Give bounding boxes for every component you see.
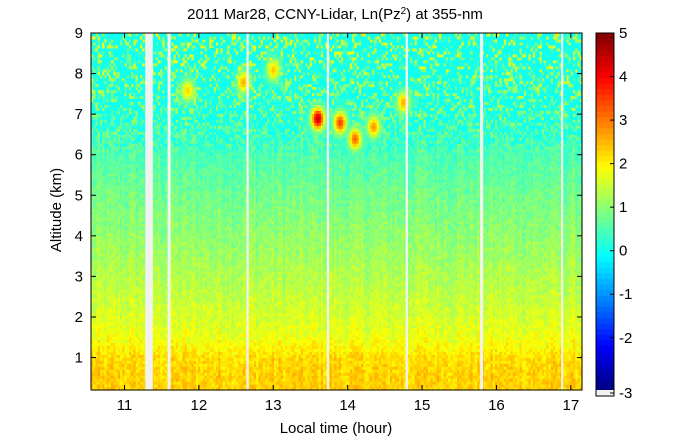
x-tick-label-11: 11 xyxy=(117,397,133,414)
x-tick-label-17: 17 xyxy=(562,397,579,414)
chart-title-tail: ) at 355-nm xyxy=(406,6,483,23)
data-gap-5 xyxy=(480,33,483,390)
colorbar-tick-label-5: 5 xyxy=(619,25,627,42)
data-gap-4 xyxy=(406,33,408,390)
data-gap-1 xyxy=(168,33,171,390)
x-axis-label: Local time (hour) xyxy=(280,420,393,437)
colorbar-tick-label-3: 3 xyxy=(619,112,627,129)
colorbar: -3 -2 -1 0 1 2 3 4 5 xyxy=(596,25,632,402)
chart-title-main: 2011 Mar28, CCNY-Lidar, Ln(Pz xyxy=(187,6,400,23)
y-tick-label-1: 1 xyxy=(75,350,83,367)
chart-title: 2011 Mar28, CCNY-Lidar, Ln(Pz2) at 355-n… xyxy=(187,6,483,24)
colorbar-tick-label-0: 0 xyxy=(619,243,627,260)
x-tick-label-14: 14 xyxy=(339,397,356,414)
y-axis-label: Altitude (km) xyxy=(48,168,65,252)
data-gap-3 xyxy=(327,33,329,390)
data-gap-6 xyxy=(561,33,563,390)
x-tick-label-15: 15 xyxy=(414,397,431,414)
data-gap-2 xyxy=(246,33,248,390)
x-tick-label-16: 16 xyxy=(488,397,505,414)
plot-area xyxy=(91,33,583,391)
y-tick-label-3: 3 xyxy=(75,268,83,285)
x-tick-label-13: 13 xyxy=(265,397,282,414)
y-tick-label-7: 7 xyxy=(75,106,83,123)
y-tick-label-9: 9 xyxy=(75,25,83,42)
x-tick-label-12: 12 xyxy=(191,397,208,414)
y-tick-label-5: 5 xyxy=(75,187,83,204)
data-gap-0 xyxy=(145,33,152,390)
y-tick-label-8: 8 xyxy=(75,66,83,83)
colorbar-tick-label-4: 4 xyxy=(619,69,627,86)
colorbar-tick-label--1: -1 xyxy=(619,286,632,303)
y-tick-label-2: 2 xyxy=(75,309,83,326)
y-tick-label-4: 4 xyxy=(75,228,83,245)
colorbar-tick-label--3: -3 xyxy=(619,385,632,402)
colorbar-tick-label--2: -2 xyxy=(619,330,632,347)
y-tick-label-6: 6 xyxy=(75,147,83,164)
heatmap-field xyxy=(91,33,583,391)
colorbar-tick-label-2: 2 xyxy=(619,156,627,173)
colorbar-tick-label-1: 1 xyxy=(619,199,627,216)
